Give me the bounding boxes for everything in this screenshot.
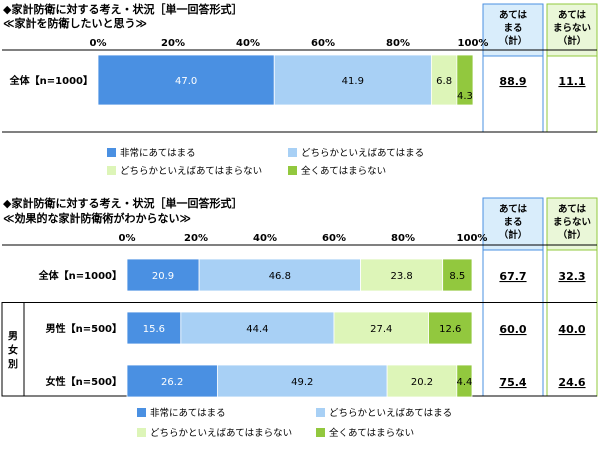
x-tick-label: 20%: [161, 38, 185, 49]
totals-header-label: あてはまらない（計）: [553, 203, 591, 241]
legend-swatch: [316, 428, 325, 437]
legend-swatch: [137, 408, 146, 417]
totals-header-box: [546, 3, 598, 57]
data-label: 26.2: [161, 377, 183, 388]
total-value: 11.1: [558, 75, 585, 88]
row-label: 全体【n=1000】: [9, 74, 93, 87]
total-value: 75.4: [499, 376, 526, 389]
x-tick-label: 60%: [322, 233, 346, 244]
totals-header-label: あてはまる（計）: [499, 9, 528, 47]
chart-subtitle: ≪効果的な家計防衛術がわからない≫: [3, 211, 191, 225]
legend-swatch: [107, 166, 116, 175]
data-label: 15.6: [143, 324, 165, 335]
data-label: 23.8: [390, 271, 412, 282]
row-label: 全体【n=1000】: [38, 269, 122, 282]
row-label: 女性【n=500】: [46, 375, 122, 388]
bar-segment: [428, 311, 473, 345]
legend-label: どちらかといえばあてはまらない: [150, 428, 292, 439]
x-tick-label: 100%: [458, 38, 489, 49]
legend-label: 非常にあてはまる: [120, 147, 196, 159]
bar-segment: [216, 364, 388, 398]
legend-swatch: [288, 148, 297, 157]
legend-swatch: [288, 166, 297, 175]
legend-label: 非常にあてはまる: [150, 407, 226, 419]
x-tick-label: 0%: [119, 233, 136, 244]
bar-segment: [386, 364, 458, 398]
legend-swatch: [316, 408, 325, 417]
data-label: 12.6: [439, 324, 461, 335]
total-value: 24.6: [558, 376, 585, 389]
bar-segment: [442, 258, 473, 292]
data-label: 6.8: [436, 76, 452, 87]
total-value: 40.0: [558, 323, 585, 336]
data-label: 41.9: [342, 76, 364, 87]
group-label: 男女別: [7, 330, 18, 370]
data-label: 4.4: [456, 377, 472, 388]
x-tick-label: 20%: [184, 233, 208, 244]
data-label: 49.2: [291, 377, 313, 388]
legend-label: 全くあてはまらない: [329, 427, 414, 439]
legend-label: どちらかといえばあてはまる: [329, 408, 452, 419]
bar-segment: [456, 364, 473, 398]
legend-swatch: [137, 428, 146, 437]
group-label-box: [1, 302, 25, 397]
bar-segment: [456, 54, 474, 106]
totals-header-box: [546, 197, 598, 251]
x-tick-label: 40%: [253, 233, 277, 244]
bar-segment: [198, 258, 361, 292]
totals-header-label: あてはまらない（計）: [553, 9, 591, 47]
bar-segment: [273, 54, 432, 106]
data-label: 20.9: [152, 271, 174, 282]
x-tick-label: 80%: [386, 38, 410, 49]
bar-segment: [126, 258, 200, 292]
legend-label: 全くあてはまらない: [301, 165, 386, 177]
data-label: 47.0: [175, 76, 197, 87]
chart-subtitle: ≪家計を防衛したいと思う≫: [3, 16, 147, 30]
bar-segment: [126, 311, 182, 345]
x-tick-label: 80%: [391, 233, 415, 244]
bar-segment: [360, 258, 444, 292]
total-value: 88.9: [499, 75, 526, 88]
totals-header-box: [482, 3, 544, 57]
bar-segment: [180, 311, 335, 345]
total-value: 32.3: [558, 270, 585, 283]
x-tick-label: 0%: [90, 38, 107, 49]
total-value: 67.7: [499, 270, 526, 283]
chart-title: ◆家計防衛に対する考え・状況［単一回答形式］: [3, 2, 242, 16]
x-tick-label: 100%: [457, 233, 488, 244]
data-label: 8.5: [449, 271, 465, 282]
bar-segment: [333, 311, 429, 345]
legend-label: どちらかといえばあてはまらない: [120, 166, 262, 177]
row-label: 男性【n=500】: [46, 322, 122, 335]
legend-swatch: [107, 148, 116, 157]
bar-segment: [126, 364, 218, 398]
totals-header-label: あてはまる（計）: [499, 203, 528, 241]
data-label: 44.4: [246, 324, 268, 335]
total-value: 60.0: [499, 323, 526, 336]
data-label: 20.2: [411, 377, 433, 388]
data-label: 4.3: [457, 91, 473, 102]
data-label: 46.8: [269, 271, 291, 282]
chart-title: ◆家計防衛に対する考え・状況［単一回答形式］: [3, 196, 242, 210]
legend-label: どちらかといえばあてはまる: [301, 148, 424, 159]
data-label: 27.4: [370, 324, 392, 335]
x-tick-label: 40%: [236, 38, 260, 49]
x-tick-label: 60%: [311, 38, 335, 49]
totals-header-box: [482, 197, 544, 251]
